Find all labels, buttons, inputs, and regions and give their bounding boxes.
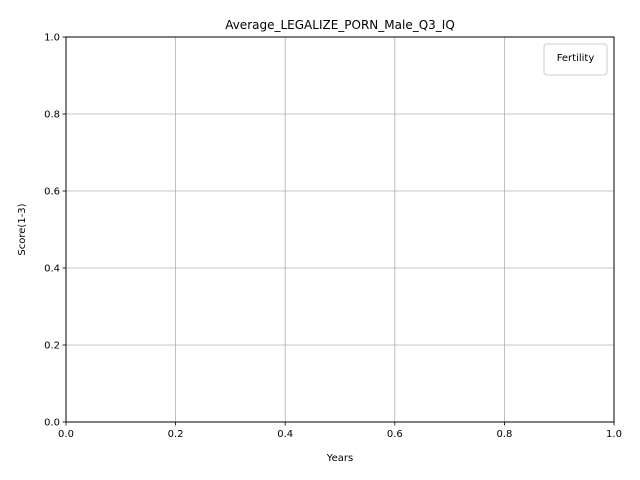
x-tick-label: 0.0 bbox=[58, 429, 74, 440]
plot-frame bbox=[65, 36, 615, 423]
y-axis: 0.0 0.2 0.4 0.6 0.8 1.0 bbox=[44, 33, 66, 429]
chart-title: Average_LEGALIZE_PORN_Male_Q3_IQ bbox=[225, 18, 455, 32]
y-tick-label: 0.4 bbox=[44, 264, 60, 275]
y-tick-label: 0.2 bbox=[44, 341, 60, 352]
x-tick-label: 0.6 bbox=[387, 429, 403, 440]
x-axis: 0.0 0.2 0.4 0.6 0.8 1.0 bbox=[58, 422, 622, 440]
y-tick-label: 0.6 bbox=[44, 187, 60, 198]
x-axis-label: Years bbox=[326, 453, 353, 464]
legend: Fertility bbox=[543, 43, 608, 76]
y-tick-label: 0.0 bbox=[44, 418, 60, 429]
x-tick-label: 0.8 bbox=[496, 429, 512, 440]
y-tick-label: 1.0 bbox=[44, 33, 60, 44]
legend-box bbox=[543, 43, 608, 76]
y-tick-label: 0.8 bbox=[44, 110, 60, 121]
x-tick-label: 0.4 bbox=[277, 429, 293, 440]
x-tick-label: 0.2 bbox=[168, 429, 184, 440]
legend-title: Fertility bbox=[557, 53, 595, 64]
x-tick-label: 1.0 bbox=[606, 429, 622, 440]
plot-area bbox=[66, 37, 614, 422]
y-axis-label: Score(1-3) bbox=[17, 203, 28, 255]
